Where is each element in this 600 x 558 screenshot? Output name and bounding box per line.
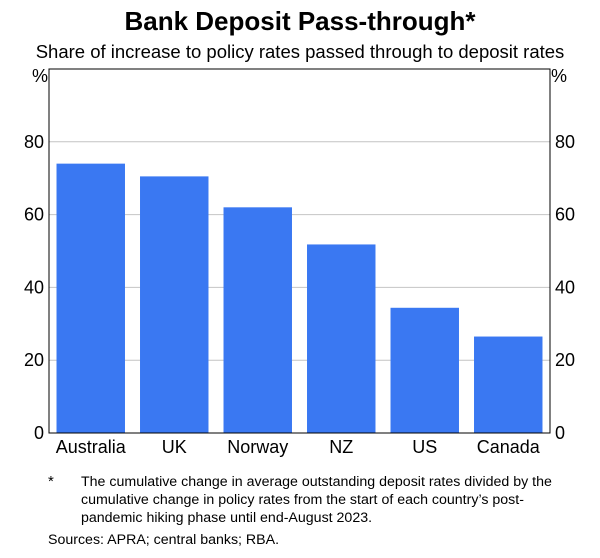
gridlines bbox=[49, 141, 550, 361]
y-tick-label-right: 0 bbox=[555, 423, 565, 443]
y-tick-label-right: 40 bbox=[555, 277, 575, 297]
footnote-marker: * bbox=[48, 473, 54, 490]
chart-title: Bank Deposit Pass-through* bbox=[124, 6, 476, 36]
tick-labels: Australia UK Norway NZ US Canada 0 0 20 20 40 40 60 6… bbox=[24, 132, 575, 457]
y-tick-label-left: 60 bbox=[24, 205, 44, 225]
x-tick-label: UK bbox=[162, 437, 187, 457]
y-tick-label-right: 60 bbox=[555, 205, 575, 225]
y-tick-label-left: 40 bbox=[24, 277, 44, 297]
bar-australia bbox=[56, 163, 125, 433]
bar-canada bbox=[474, 336, 543, 433]
bar-norway bbox=[223, 207, 292, 433]
plot-border bbox=[48, 68, 551, 434]
y-tick-label-left: 20 bbox=[24, 350, 44, 370]
bars bbox=[56, 163, 543, 433]
x-tick-label: Australia bbox=[56, 437, 127, 457]
x-tick-label: Canada bbox=[477, 437, 541, 457]
y-tick-label-right: 20 bbox=[555, 350, 575, 370]
chart-subtitle: Share of increase to policy rates passed… bbox=[35, 41, 565, 62]
y-axis-unit-left: % bbox=[32, 66, 48, 86]
y-tick-label-right: 80 bbox=[555, 132, 575, 152]
plot-frame bbox=[48, 68, 551, 434]
bar-us bbox=[390, 307, 459, 433]
y-axis-unit-right: % bbox=[551, 66, 567, 86]
x-tick-label: NZ bbox=[329, 437, 353, 457]
bar-chart: Australia UK Norway NZ US Canada 0 0 20 20 40 40 60 6… bbox=[24, 66, 575, 457]
y-tick-label-left: 80 bbox=[24, 132, 44, 152]
x-tick-label: US bbox=[412, 437, 437, 457]
x-tick-label: Norway bbox=[227, 437, 288, 457]
sources-note: Sources: APRA; central banks; RBA. bbox=[48, 532, 280, 548]
bar-uk bbox=[140, 176, 209, 433]
y-tick-label-left: 0 bbox=[34, 423, 44, 443]
bar-nz bbox=[307, 244, 376, 433]
footnote-text: The cumulative change in average outstan… bbox=[81, 474, 552, 526]
